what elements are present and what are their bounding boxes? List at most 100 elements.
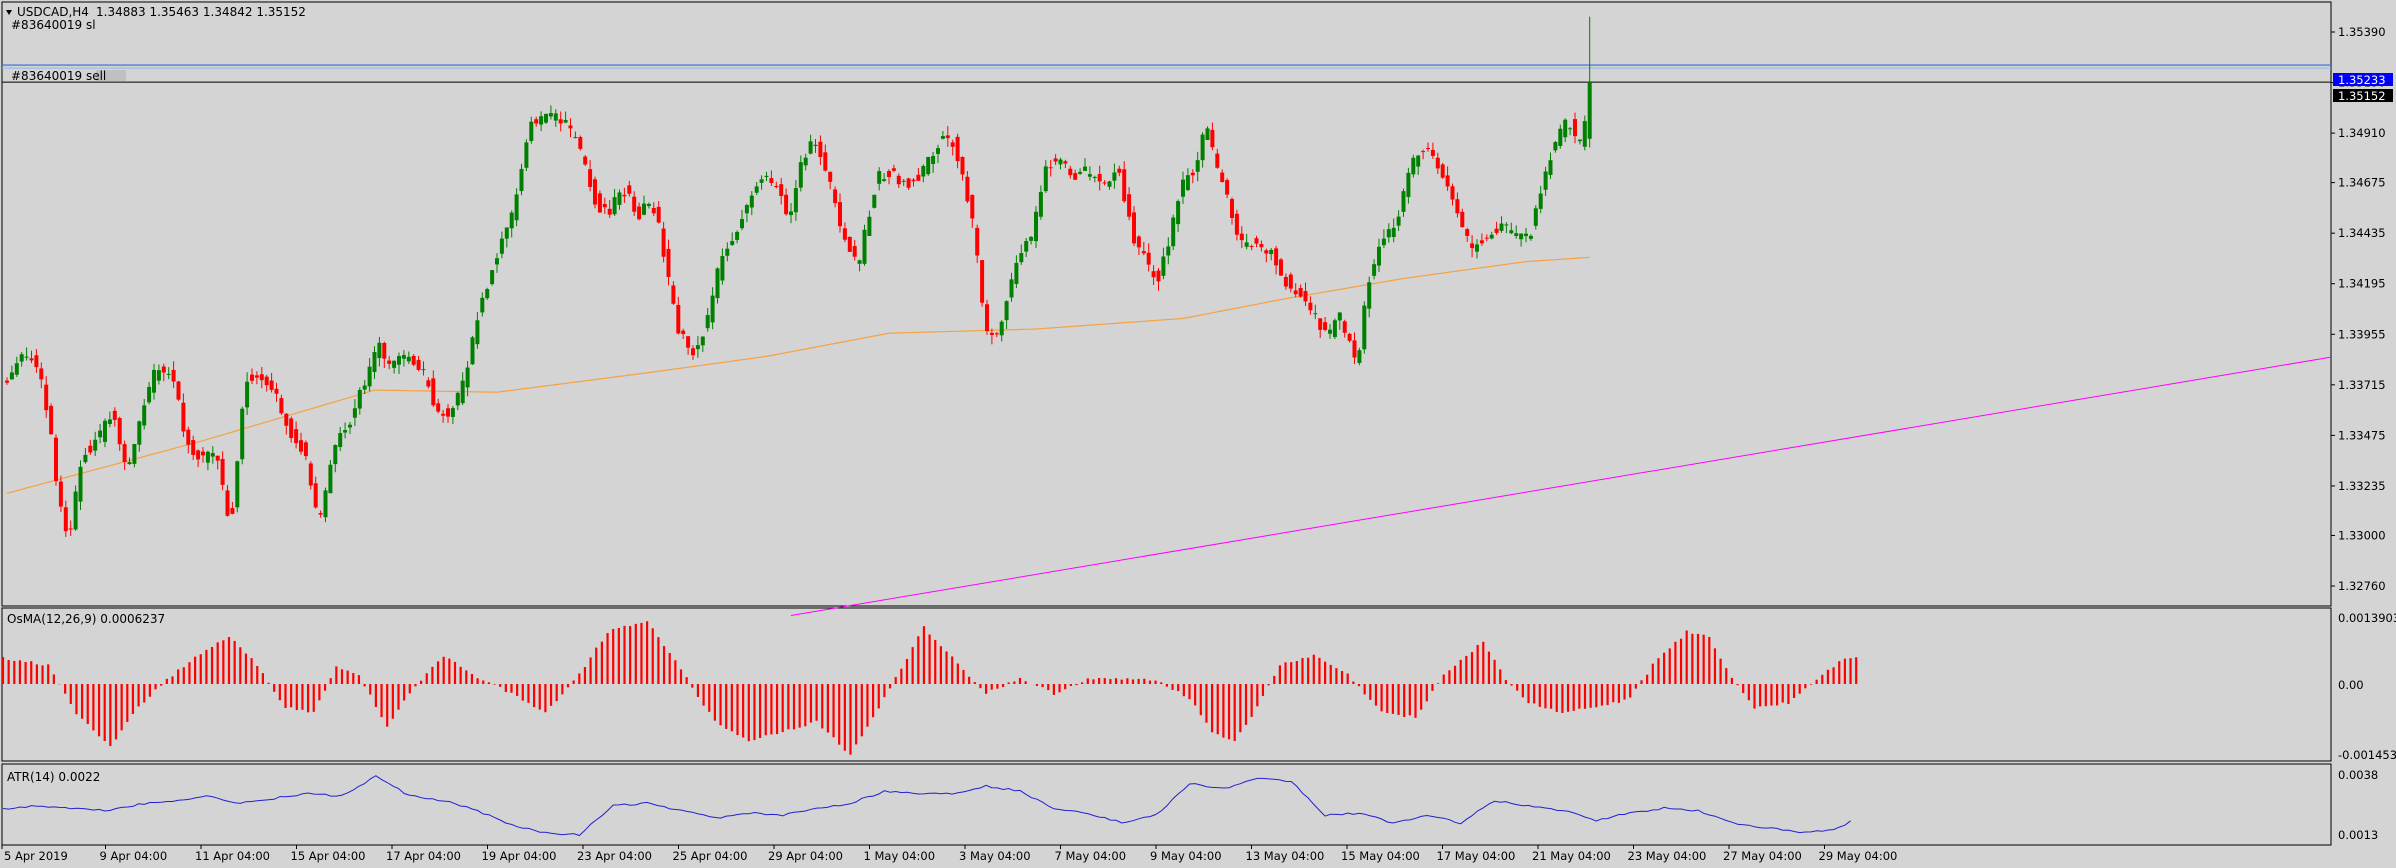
candle-body <box>1279 259 1283 276</box>
candle-body <box>793 188 798 213</box>
candle-body <box>568 125 573 129</box>
candle-body <box>1563 119 1568 138</box>
order-drag-handle[interactable] <box>96 70 126 81</box>
time-tick-label: 23 May 04:00 <box>1628 849 1707 863</box>
price-axis: 1.353901.351501.349101.346751.344351.341… <box>2331 25 2386 593</box>
candle-body <box>656 206 661 223</box>
candle-body <box>642 203 646 215</box>
candle-body <box>1479 240 1484 244</box>
candle-body <box>588 169 593 187</box>
candle-body <box>769 178 774 184</box>
candle-body <box>1288 274 1293 289</box>
candle-body <box>710 295 715 323</box>
order-levels[interactable] <box>2 0 2331 83</box>
candle-body <box>1494 228 1499 233</box>
candle-body <box>911 179 916 182</box>
trendline[interactable] <box>790 356 2332 616</box>
candle-body <box>1048 167 1053 169</box>
candle-body <box>1190 172 1195 176</box>
candle-body <box>1205 128 1210 140</box>
candle-body <box>14 363 19 375</box>
candle-body <box>480 297 485 313</box>
candle-body <box>308 463 313 486</box>
candle-body <box>63 507 68 532</box>
candle-body <box>1132 212 1136 244</box>
candle-body <box>137 421 142 445</box>
candle-body <box>1391 227 1396 237</box>
candle-body <box>485 289 490 299</box>
candle-body <box>1136 236 1141 248</box>
candle-body <box>931 156 936 164</box>
candle-body <box>1582 121 1587 147</box>
candle-body <box>1475 244 1479 252</box>
candle-body <box>1352 340 1357 358</box>
candle-body <box>985 304 989 332</box>
candle-body <box>891 168 896 171</box>
candle-body <box>299 440 303 452</box>
sl-order-label[interactable]: #83640019 sl <box>11 18 96 32</box>
candle-body <box>578 137 583 149</box>
candle-body <box>323 490 328 518</box>
candle-body <box>1009 279 1014 298</box>
price-pane[interactable] <box>1 1 2332 607</box>
candle-body <box>93 439 98 451</box>
candle-body <box>1406 172 1411 197</box>
atr-pane[interactable] <box>1 763 2332 846</box>
candle-body <box>583 156 588 165</box>
collapse-triangle-icon[interactable] <box>6 10 12 15</box>
candle-body <box>1024 241 1029 252</box>
time-tick-label: 5 Apr 2019 <box>4 849 68 863</box>
price-tick-label: 1.33235 <box>2338 479 2386 493</box>
candle-body <box>1509 230 1514 234</box>
candle-body <box>872 194 877 208</box>
candle-body <box>382 342 387 359</box>
candle-body <box>887 171 891 178</box>
time-tick-label: 7 May 04:00 <box>1055 849 1127 863</box>
candle-body <box>1396 216 1401 226</box>
candle-body <box>357 389 362 409</box>
candle-body <box>622 194 627 197</box>
candle-body <box>838 202 842 227</box>
candle-body <box>39 368 44 380</box>
time-tick-label: 1 May 04:00 <box>864 849 936 863</box>
candle-body <box>441 413 446 416</box>
candle-body <box>681 330 686 335</box>
candle-body <box>210 453 215 457</box>
candle-body <box>989 332 994 335</box>
candle-body <box>774 185 779 188</box>
candle-body <box>1097 174 1102 182</box>
candle-body <box>945 135 950 139</box>
candle-body <box>436 403 441 412</box>
candle-body <box>1151 271 1156 278</box>
time-tick-label: 15 Apr 04:00 <box>291 849 366 863</box>
candle-body <box>960 157 965 175</box>
candle-body <box>1269 249 1274 255</box>
candle-body <box>49 405 54 435</box>
candle-body <box>73 491 78 530</box>
candle-body <box>1107 181 1112 187</box>
symbol-label: USDCAD,H4 <box>17 5 89 19</box>
candle-body <box>495 258 499 265</box>
candle-body <box>617 192 622 205</box>
entry-price-text: 1.35233 <box>2338 73 2386 87</box>
candle-body <box>406 356 411 362</box>
candle-body <box>1313 313 1318 315</box>
candle-body <box>1519 233 1524 240</box>
candle-body <box>122 444 127 463</box>
time-tick-label: 11 Apr 04:00 <box>195 849 270 863</box>
candle-body <box>602 203 607 208</box>
candle-body <box>1225 180 1230 195</box>
candle-body <box>1034 211 1038 242</box>
candle-body <box>1166 246 1171 256</box>
candle-body <box>24 356 29 358</box>
candle-body <box>1220 172 1225 183</box>
candle-body <box>779 184 784 196</box>
time-tick-label: 27 May 04:00 <box>1723 849 1802 863</box>
candle-body <box>1014 262 1019 284</box>
candle-body <box>828 171 833 182</box>
sell-order-label[interactable]: #83640019 sell <box>11 69 106 83</box>
candle-body <box>1298 287 1303 297</box>
candle-body <box>1102 182 1107 184</box>
atr-title: ATR(14) 0.0022 <box>7 770 100 784</box>
